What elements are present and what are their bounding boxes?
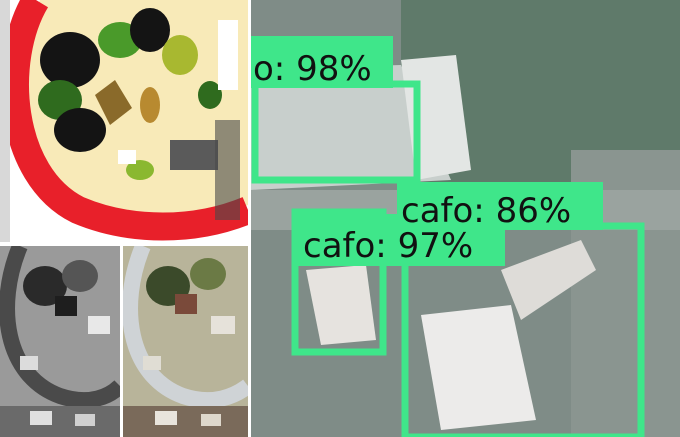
detection-label: cafo: 86%: [401, 191, 571, 231]
barn-roof: [421, 305, 536, 430]
rgb-bottom: [123, 406, 248, 437]
building-region: [170, 140, 218, 170]
gray-trees: [62, 260, 98, 292]
barn-roof: [251, 65, 451, 190]
rgb-building: [143, 356, 161, 370]
building-region: [118, 150, 136, 164]
building-region: [95, 80, 132, 125]
white-region: [218, 20, 238, 90]
segmentation-map-panel: [0, 0, 251, 245]
gray-building: [30, 411, 52, 425]
rgb-building: [211, 316, 235, 334]
barn-roof: [306, 265, 376, 345]
tree-cluster: [198, 81, 222, 109]
rgb-building: [155, 411, 177, 425]
tree-cluster: [54, 108, 106, 152]
gray-building: [75, 414, 95, 426]
tree-cluster: [126, 160, 154, 180]
detection-label: o: 98%: [253, 49, 372, 89]
gray-building: [88, 316, 110, 334]
tree-cluster: [130, 8, 170, 52]
grayscale-image: [0, 246, 120, 437]
detection-image: o: 98% cafo: 97% cafo: 86%: [251, 0, 680, 437]
rgb-trees: [190, 258, 226, 290]
rgb-road: [123, 246, 248, 409]
left-strip: [0, 0, 10, 242]
rgb-building: [175, 294, 197, 314]
gray-building: [20, 356, 38, 370]
gray-building: [55, 296, 77, 316]
detection-box: [291, 208, 387, 356]
detection-label: cafo: 97%: [303, 226, 473, 266]
rgb-building: [201, 414, 221, 426]
detection-label-bg: [251, 36, 393, 88]
detection-label-bg: [397, 182, 603, 230]
tree-cluster: [162, 35, 198, 75]
segmentation-map: [0, 0, 248, 242]
shadow-region: [215, 120, 240, 220]
road-arc: [1, 0, 248, 241]
detection-image-panel: o: 98% cafo: 97% cafo: 86%: [251, 0, 680, 437]
barn-roof: [501, 240, 596, 320]
tree-cluster: [40, 32, 100, 88]
tree-cluster: [140, 87, 160, 123]
rgb-aerial-panel: [123, 246, 248, 437]
rgb-aerial-image: [123, 246, 248, 437]
gray-bottom: [0, 406, 120, 437]
gray-road: [0, 246, 120, 409]
grayscale-image-panel: [0, 246, 120, 437]
